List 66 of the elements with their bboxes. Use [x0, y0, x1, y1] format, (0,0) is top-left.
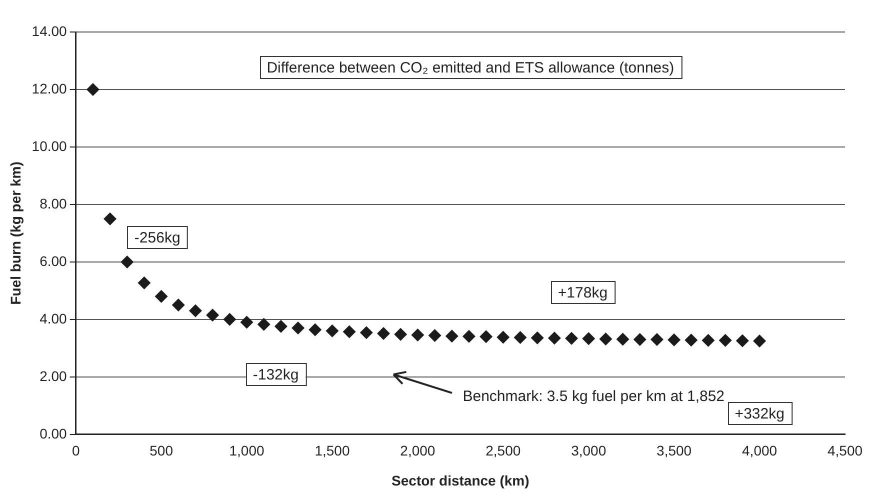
y-axis-title: Fuel burn (kg per km): [7, 162, 24, 305]
x-tick-label: 500: [150, 442, 174, 459]
point: [86, 82, 100, 96]
annotation: +332kg: [734, 406, 784, 423]
point: [377, 327, 390, 340]
point: [633, 333, 646, 346]
point: [548, 332, 561, 345]
y-tick-label: 2.00: [40, 368, 68, 384]
point: [462, 330, 476, 343]
point: [736, 334, 749, 348]
annotation: -132kg: [252, 366, 299, 384]
point: [684, 334, 698, 347]
point: [206, 308, 220, 322]
x-tick-label: 2,500: [486, 442, 521, 459]
x-tick-label: 4,500: [827, 442, 863, 459]
point: [138, 276, 151, 290]
point: [326, 324, 339, 338]
x-tick-label: 3,000: [571, 442, 606, 459]
point: [480, 330, 493, 344]
x-axis-title: Sector distance (km): [392, 472, 530, 488]
x-tick-label: 4,000: [742, 442, 778, 459]
point: [702, 334, 715, 347]
point: [223, 312, 236, 326]
x-tick-label: 2,000: [400, 442, 436, 459]
point: [188, 304, 202, 318]
point: [172, 298, 185, 312]
point: [445, 330, 458, 343]
point: [514, 331, 527, 344]
x-tick-label: 1,000: [229, 442, 264, 459]
y-tick-label: 0.00: [40, 425, 68, 442]
text: Difference between CO₂ emitted and ETS allowance (tonnes): [266, 60, 674, 77]
point: [599, 332, 612, 346]
x-tick-label: 1,500: [314, 442, 350, 459]
point: [104, 212, 117, 226]
point: [154, 290, 168, 303]
point: [530, 331, 544, 344]
point: [753, 334, 766, 348]
point: [292, 322, 305, 335]
point: [342, 325, 356, 338]
point: [718, 334, 732, 347]
annotation: +178kg: [558, 284, 608, 302]
point: [411, 328, 424, 342]
x-tick-label: 3,500: [656, 442, 692, 459]
point: [257, 318, 270, 331]
y-tick-label: 10.00: [32, 138, 68, 154]
point: [360, 326, 373, 340]
point: [120, 255, 134, 268]
y-tick-label: 12.00: [32, 80, 68, 96]
annotation: Benchmark: 3.5 kg fuel per km at 1,852: [462, 388, 725, 406]
point: [394, 328, 408, 341]
point: [274, 320, 288, 333]
y-tick-label: 14.00: [32, 22, 68, 39]
y-tick-label: 6.00: [40, 252, 68, 269]
y-tick-label: 8.00: [40, 195, 68, 212]
point: [616, 332, 630, 346]
point: [496, 330, 510, 344]
point: [240, 316, 254, 329]
point: [650, 333, 664, 346]
point: [582, 332, 596, 346]
x-tick-label: 0: [72, 442, 80, 459]
point: [668, 333, 681, 346]
y-tick-label: 4.00: [40, 310, 68, 326]
point: [308, 323, 322, 336]
point: [428, 329, 442, 342]
point: [565, 332, 578, 345]
annotation: -256kg: [134, 229, 180, 246]
